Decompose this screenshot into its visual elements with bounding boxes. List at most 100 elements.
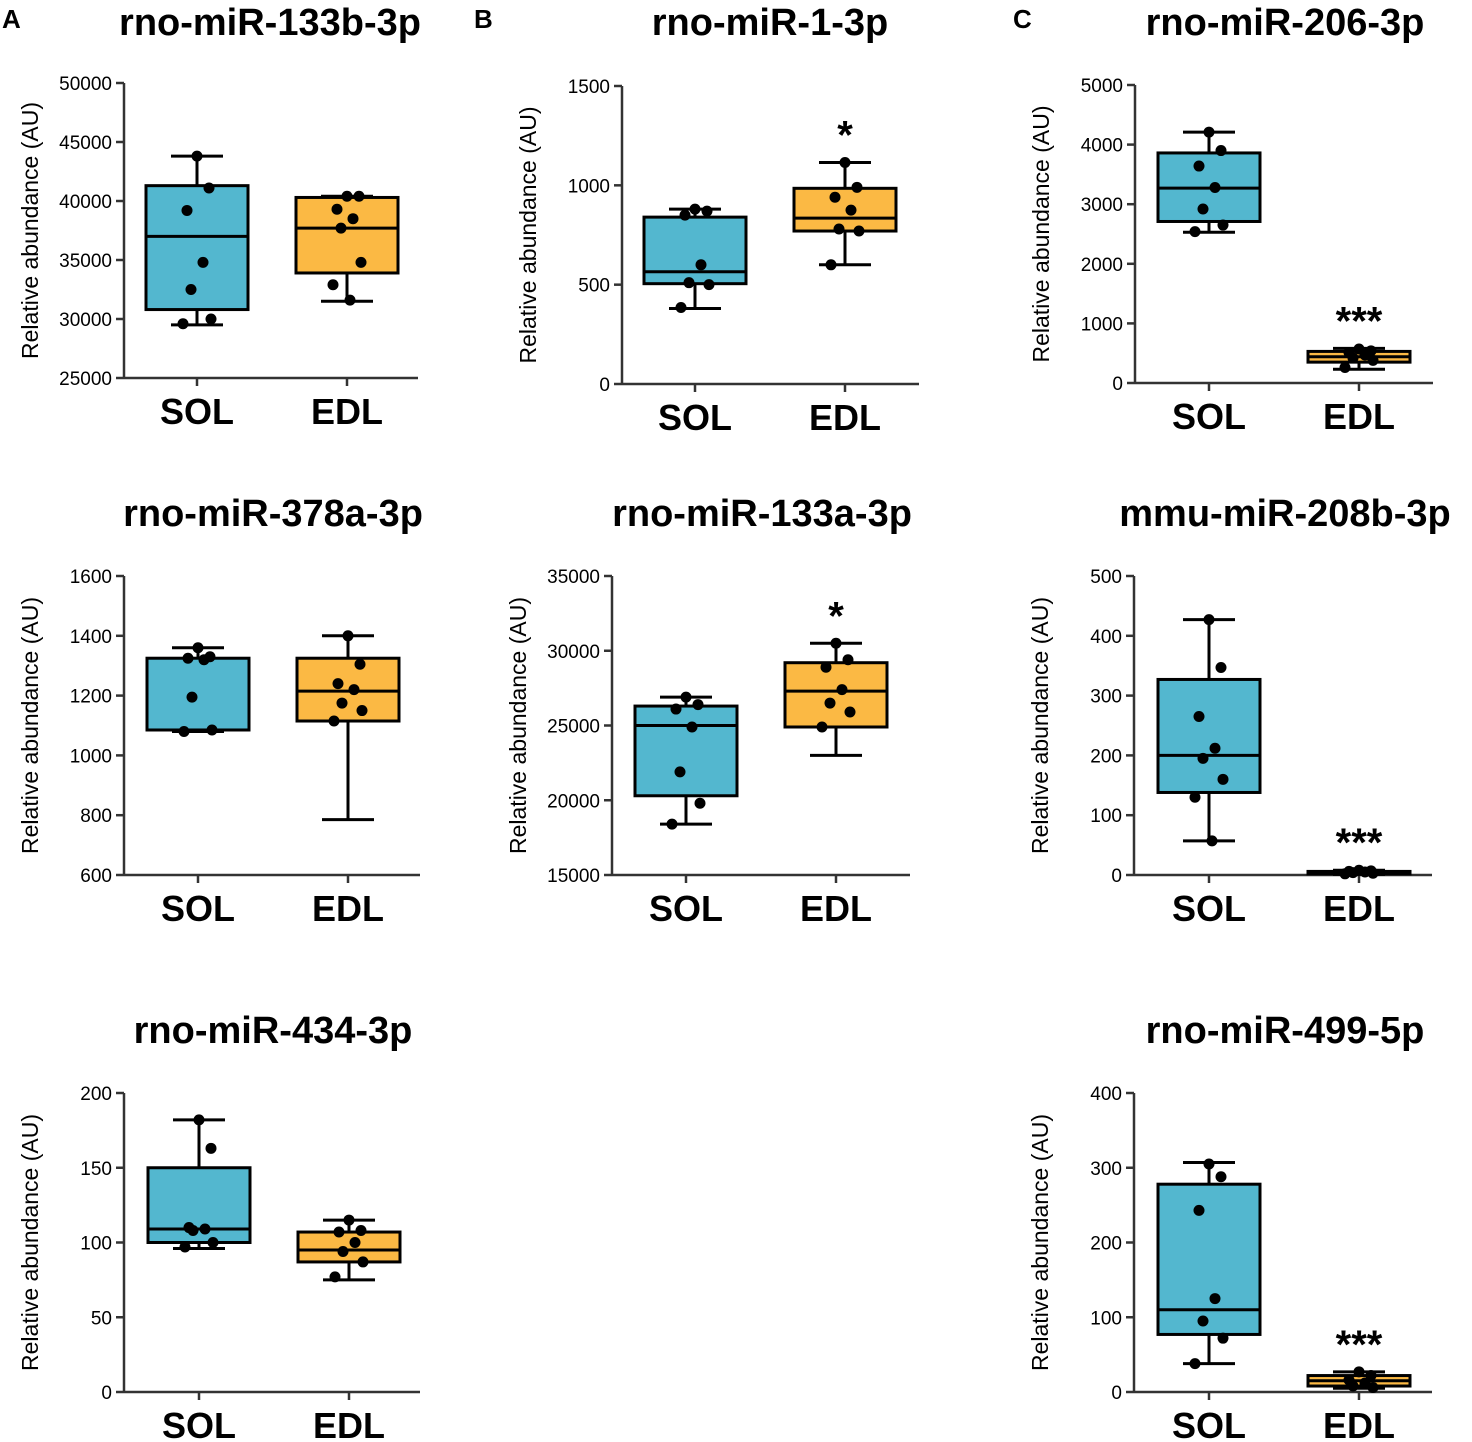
y-tick-label: 35000	[59, 251, 112, 272]
significance-marker: ***	[1336, 299, 1383, 343]
y-tick-label: 1000	[70, 746, 112, 767]
data-point	[1215, 1171, 1227, 1183]
data-point	[356, 705, 368, 717]
data-point	[1365, 1370, 1377, 1382]
data-point	[1206, 835, 1218, 847]
panel-label-c: C	[1013, 4, 1032, 34]
y-axis-label: Relative abundance (AU)	[17, 102, 43, 359]
chart-rno-mir-133a-3p: rno-miR-133a-3p Relative abundance (AU) 15…	[505, 493, 912, 929]
y-tick-label: 800	[80, 806, 112, 827]
data-point	[1215, 661, 1227, 673]
data-point	[355, 1225, 367, 1237]
y-axis-label: Relative abundance (AU)	[505, 597, 531, 854]
data-point	[203, 182, 215, 194]
y-tick-label: 1000	[568, 176, 610, 197]
data-point	[1203, 614, 1215, 626]
data-point	[193, 1114, 205, 1126]
data-point	[1189, 1358, 1201, 1370]
y-axis-label: Relative abundance (AU)	[1028, 106, 1054, 363]
y-tick-label: 1400	[70, 627, 112, 648]
x-tick-label-edl: EDL	[800, 888, 872, 929]
chart-rno-mir-378a-3p: rno-miR-378a-3p Relative abundance (AU) 60…	[17, 493, 423, 929]
data-point	[824, 697, 836, 709]
x-tick-label-sol: SOL	[1172, 888, 1246, 929]
data-point	[328, 715, 340, 727]
data-point	[341, 190, 353, 202]
y-tick-label: 0	[1112, 374, 1123, 395]
data-point	[1339, 868, 1351, 880]
data-point	[830, 637, 842, 649]
panel-label-a: A	[2, 4, 21, 34]
x-tick-label-edl: EDL	[312, 888, 384, 929]
y-tick-label: 100	[1090, 1308, 1122, 1329]
data-point	[331, 203, 343, 215]
y-axis-label: Relative abundance (AU)	[17, 1114, 43, 1371]
data-point	[1359, 349, 1371, 361]
data-point	[825, 259, 837, 271]
y-tick-label: 2000	[1081, 255, 1123, 276]
y-tick-label: 30000	[547, 642, 600, 663]
data-point	[692, 699, 704, 711]
chart-title: rno-miR-378a-3p	[123, 493, 423, 535]
chart-title: rno-miR-434-3p	[134, 1010, 413, 1052]
box-sol	[1156, 1182, 1262, 1336]
box-edl	[792, 186, 898, 233]
data-point	[207, 1237, 219, 1248]
y-axis-label: Relative abundance (AU)	[17, 597, 43, 854]
y-tick-label: 400	[1090, 1084, 1122, 1105]
box-sol	[145, 656, 251, 732]
data-point	[1197, 1315, 1209, 1327]
data-point	[348, 684, 360, 696]
chart-mmu-mir-208b-3p: mmu-miR-208b-3p Relative abundance (AU) 0 1…	[1027, 493, 1451, 929]
box-sol	[633, 704, 739, 798]
data-point	[178, 725, 190, 737]
data-point	[198, 654, 210, 666]
x-tick-label-sol: SOL	[1172, 1405, 1246, 1442]
y-tick-label: 35000	[547, 567, 600, 588]
y-tick-label: 500	[1090, 567, 1122, 588]
y-tick-label: 1200	[70, 687, 112, 708]
y-tick-label: 400	[1090, 627, 1122, 648]
data-point	[670, 703, 682, 715]
box-edl	[783, 661, 889, 729]
y-tick-label: 100	[1090, 806, 1122, 827]
data-point	[1203, 1158, 1215, 1170]
y-axis-label: Relative abundance (AU)	[1027, 1114, 1053, 1371]
data-point	[1203, 126, 1215, 138]
y-tick-label: 200	[1090, 1234, 1122, 1255]
y-tick-label: 30000	[59, 310, 112, 331]
chart-title: rno-miR-206-3p	[1146, 2, 1425, 44]
x-tick-label-sol: SOL	[649, 888, 723, 929]
y-tick-label: 0	[1111, 1383, 1122, 1404]
data-point	[689, 203, 701, 215]
chart-title: rno-miR-133b-3p	[119, 2, 421, 44]
x-tick-label-edl: EDL	[809, 397, 881, 438]
data-point	[327, 279, 339, 291]
data-point	[1193, 1204, 1205, 1216]
data-point	[187, 1225, 199, 1237]
data-point	[357, 1256, 369, 1268]
data-point	[833, 223, 845, 235]
data-point	[179, 1241, 191, 1253]
data-point	[181, 204, 193, 216]
data-point	[680, 691, 692, 703]
data-point	[185, 284, 197, 295]
data-point	[853, 225, 865, 237]
data-point	[1189, 791, 1201, 803]
data-point	[192, 642, 204, 654]
y-tick-label: 0	[1111, 866, 1122, 887]
data-point	[1197, 752, 1209, 764]
y-tick-label: 100	[80, 1234, 112, 1255]
data-point	[342, 630, 354, 642]
data-point	[1367, 1382, 1379, 1394]
y-tick-label: 500	[578, 276, 610, 297]
y-tick-label: 200	[1090, 746, 1122, 767]
data-point	[182, 652, 194, 664]
data-point	[329, 1271, 341, 1283]
data-point	[205, 1142, 217, 1154]
chart-title: rno-miR-499-5p	[1146, 1010, 1425, 1052]
x-tick-label-edl: EDL	[313, 1405, 385, 1442]
data-point	[347, 213, 359, 225]
data-point	[205, 313, 217, 325]
box-sol	[144, 184, 250, 312]
